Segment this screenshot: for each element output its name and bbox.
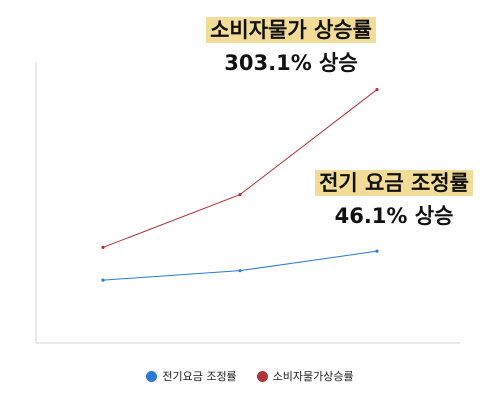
data-point-1-2[interactable]: [375, 87, 379, 92]
legend-item-electricity[interactable]: 전기요금 조정률: [146, 368, 237, 384]
data-point-0-1[interactable]: [238, 269, 242, 273]
data-point-1-1[interactable]: [238, 192, 242, 197]
electricity-callout-label: 전기 요금 조정률: [315, 170, 473, 197]
data-point-1-0[interactable]: [101, 245, 105, 250]
legend-label-cpi: 소비자물가상승률: [272, 370, 354, 383]
electricity-callout: 전기 요금 조정률 46.1% 상승: [308, 170, 480, 230]
legend-marker-electricity: [146, 370, 158, 382]
electricity-callout-value: 46.1% 상승: [334, 204, 454, 229]
data-point-0-0[interactable]: [101, 278, 105, 282]
legend-marker-cpi: [256, 370, 268, 382]
data-point-0-2[interactable]: [375, 249, 379, 253]
series-layer: [101, 87, 379, 282]
series-line-0: [102, 250, 378, 281]
cpi-callout: 소비자물가 상승률 303.1% 상승: [192, 17, 390, 77]
chart-legend: 전기요금 조정률 소비자물가상승률: [0, 368, 500, 384]
legend-label-electricity: 전기요금 조정률: [162, 370, 237, 383]
cpi-callout-label: 소비자물가 상승률: [206, 17, 376, 44]
cpi-callout-value: 303.1% 상승: [224, 51, 358, 76]
legend-item-cpi[interactable]: 소비자물가상승률: [256, 368, 354, 384]
